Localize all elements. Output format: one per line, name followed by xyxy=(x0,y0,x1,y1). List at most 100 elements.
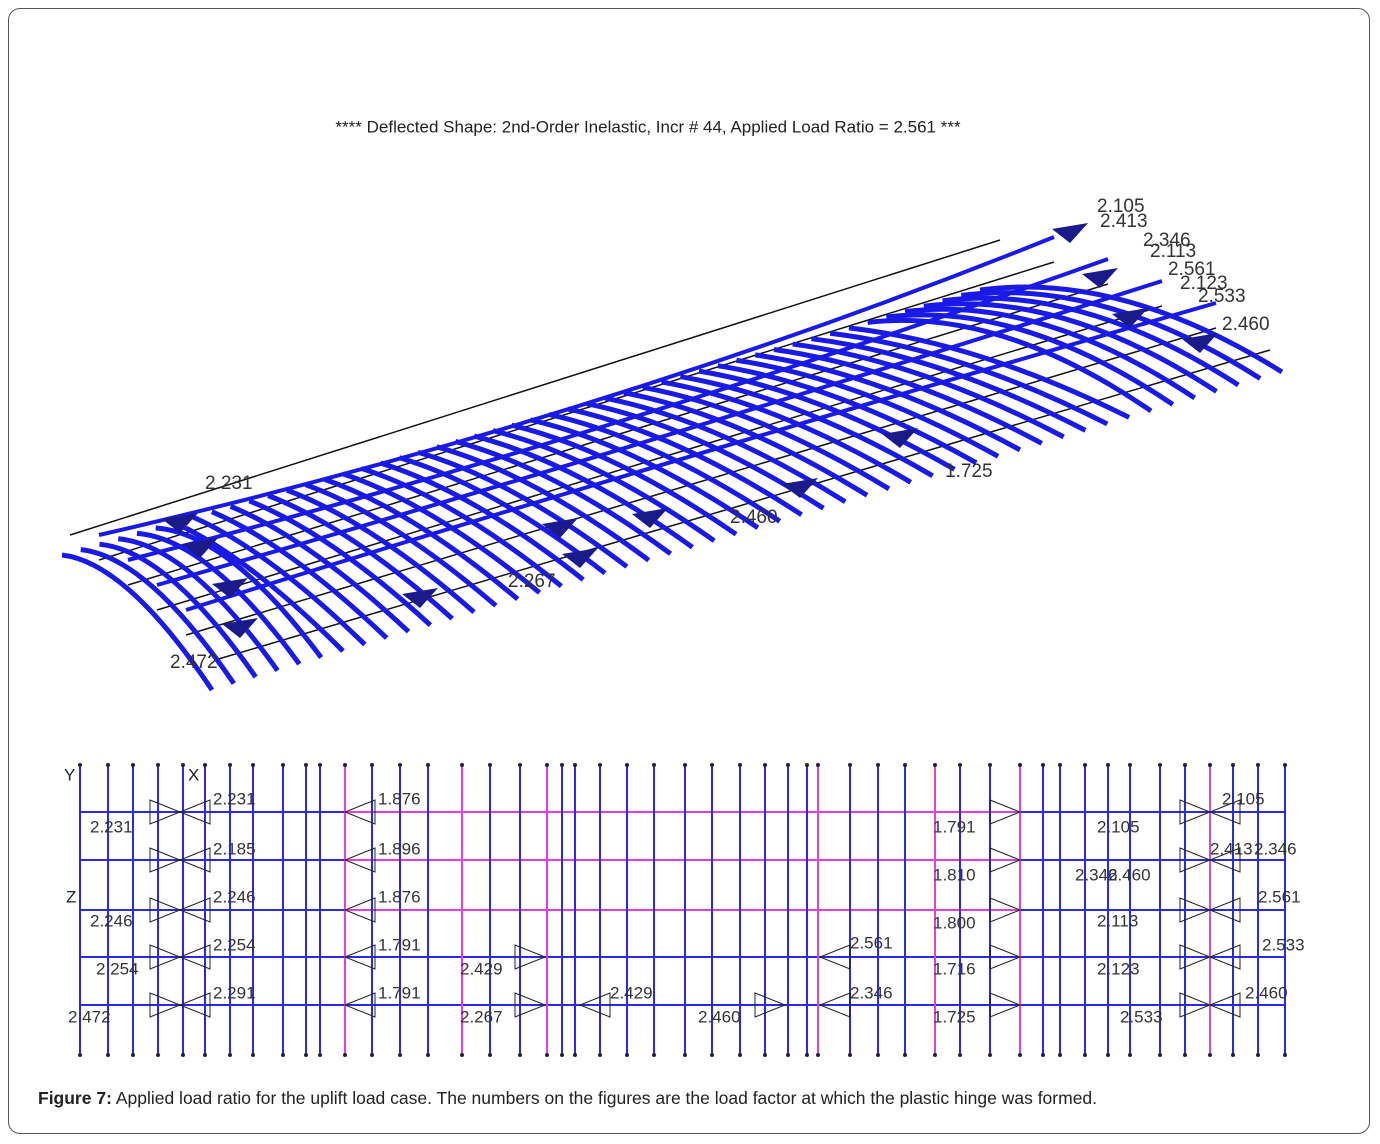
node xyxy=(1283,1053,1287,1057)
node xyxy=(370,763,374,767)
node xyxy=(545,763,549,767)
node xyxy=(1041,1053,1045,1057)
node xyxy=(488,1053,492,1057)
node xyxy=(805,1053,809,1057)
node xyxy=(343,1053,347,1057)
node xyxy=(1083,763,1087,767)
node xyxy=(903,1053,907,1057)
hinge-label: 1.876 xyxy=(378,887,421,906)
hinge-label: 2.346 xyxy=(1254,839,1297,858)
node xyxy=(625,1053,629,1057)
node xyxy=(251,763,255,767)
node xyxy=(281,1053,285,1057)
hinge-label: 2.246 xyxy=(90,911,133,930)
node xyxy=(228,1053,232,1057)
hinge-label: 1.716 xyxy=(933,959,976,978)
node xyxy=(1208,763,1212,767)
node xyxy=(1231,1053,1235,1057)
node xyxy=(1256,763,1260,767)
hinge-label: 1.725 xyxy=(945,461,993,482)
node xyxy=(1106,763,1110,767)
node xyxy=(1256,1053,1260,1057)
node xyxy=(304,763,308,767)
node xyxy=(156,763,160,767)
hinge-label: 2.413 xyxy=(1210,839,1253,858)
hinge-label: 2.533 xyxy=(1120,1007,1163,1026)
hinge-label: 2.429 xyxy=(460,959,503,978)
node xyxy=(1083,1053,1087,1057)
hinge-label: 1.800 xyxy=(933,913,976,932)
hinge-label: 1.810 xyxy=(933,865,976,884)
node xyxy=(560,763,564,767)
node xyxy=(106,763,110,767)
hinge-label: 2.105 xyxy=(1222,789,1265,808)
hinge-label: 2.231 xyxy=(90,817,133,836)
node xyxy=(203,763,207,767)
node xyxy=(1018,1053,1022,1057)
node xyxy=(78,1053,82,1057)
node xyxy=(203,1053,207,1057)
node xyxy=(786,763,790,767)
node xyxy=(933,1053,937,1057)
hinge-label: 2.231 xyxy=(213,789,256,808)
node xyxy=(876,763,880,767)
hinge-label: 2.105 xyxy=(1097,817,1140,836)
node xyxy=(78,763,82,767)
hinge-label: 2.533 xyxy=(1262,935,1305,954)
hinge-label: 2.346 xyxy=(850,983,893,1002)
node xyxy=(763,763,767,767)
top-panel xyxy=(55,63,1293,693)
node xyxy=(1018,763,1022,767)
node xyxy=(816,763,820,767)
node xyxy=(988,1053,992,1057)
node xyxy=(398,763,402,767)
node xyxy=(1058,763,1062,767)
node xyxy=(988,763,992,767)
page: { "figure_top": { "title": "**** Deflect… xyxy=(0,0,1380,1144)
caption-text: Applied load ratio for the uplift load c… xyxy=(116,1088,1097,1108)
hinge-label: 1.791 xyxy=(378,983,421,1002)
node xyxy=(933,763,937,767)
node xyxy=(683,763,687,767)
hinge-label: 1.876 xyxy=(378,789,421,808)
node xyxy=(426,763,430,767)
node xyxy=(786,1053,790,1057)
node xyxy=(625,763,629,767)
hinge-label: 2.561 xyxy=(850,933,893,952)
node xyxy=(598,763,602,767)
node xyxy=(1058,1053,1062,1057)
hinge-label: 2.460 xyxy=(698,1007,741,1026)
figure-title: **** Deflected Shape: 2nd-Order Inelasti… xyxy=(335,117,961,136)
axis-label: X xyxy=(188,765,199,784)
node xyxy=(106,1053,110,1057)
node xyxy=(460,1053,464,1057)
hinge-label: 2.113 xyxy=(1097,911,1138,930)
node xyxy=(181,763,185,767)
node xyxy=(652,763,656,767)
hinge-label: 2.460 xyxy=(1108,865,1151,884)
hinge-label: 2.561 xyxy=(1258,887,1301,906)
axis-label: Z xyxy=(66,887,76,906)
hinge-label: 2.267 xyxy=(508,571,556,592)
node xyxy=(228,763,232,767)
node xyxy=(738,763,742,767)
node xyxy=(518,1053,522,1057)
node xyxy=(251,1053,255,1057)
node xyxy=(848,763,852,767)
hinge-label: 2.254 xyxy=(96,959,139,978)
node xyxy=(318,763,322,767)
node xyxy=(903,763,907,767)
node xyxy=(156,1053,160,1057)
node xyxy=(545,1053,549,1057)
node xyxy=(958,763,962,767)
hinge-label: 2.533 xyxy=(1198,286,1246,307)
node xyxy=(805,763,809,767)
hinge-label: 2.429 xyxy=(610,983,653,1002)
hinge-label: 1.791 xyxy=(933,817,976,836)
node xyxy=(1158,1053,1162,1057)
hinge-label: 2.185 xyxy=(213,839,256,858)
node xyxy=(131,763,135,767)
node xyxy=(488,763,492,767)
node xyxy=(598,1053,602,1057)
node xyxy=(1041,763,1045,767)
